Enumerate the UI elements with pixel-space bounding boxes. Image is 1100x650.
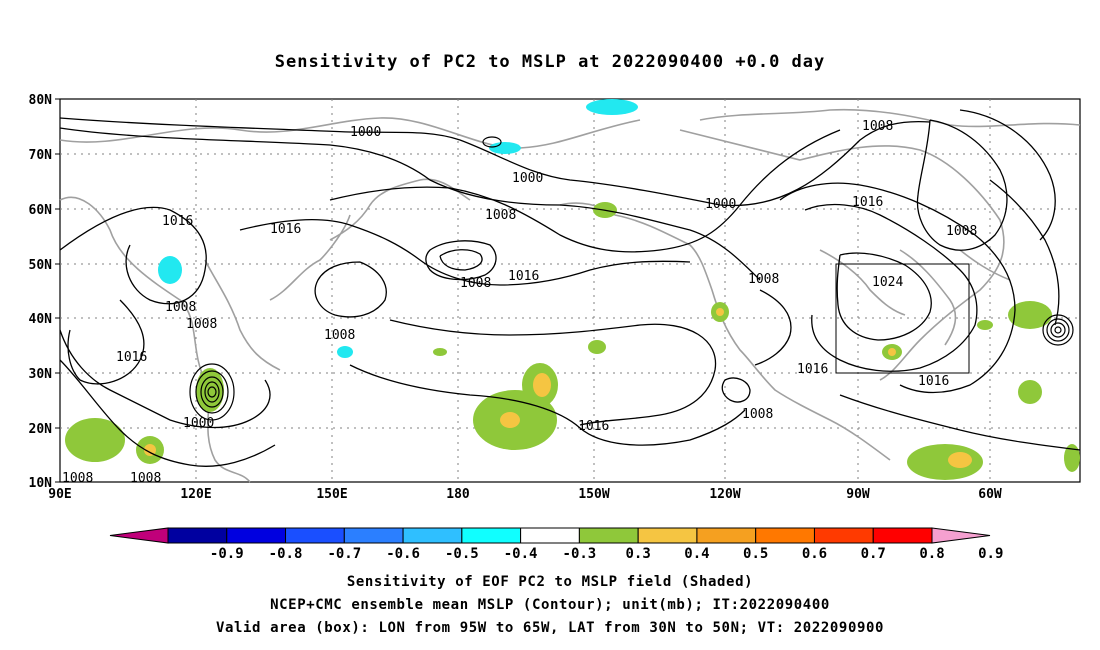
lat-tick: 10N <box>29 476 53 491</box>
lon-tick: 150W <box>578 487 609 502</box>
colorbar-swatch <box>813 527 874 544</box>
colorbar-tick-label: -0.8 <box>269 546 303 562</box>
contour-label: 1008 <box>324 328 355 343</box>
lat-tick-marks <box>55 98 60 483</box>
sensitivity-shading <box>65 99 1080 480</box>
grid-lines <box>60 99 1080 482</box>
colorbar-tick-label: -0.3 <box>563 546 597 562</box>
lat-tick: 80N <box>29 93 53 108</box>
lat-tick: 60N <box>29 203 53 218</box>
colorbar-tick-label: 0.7 <box>861 546 886 562</box>
contour-label: 1008 <box>186 317 217 332</box>
colorbar-swatch <box>637 527 698 544</box>
contour-label: 1016 <box>918 374 949 389</box>
colorbar-arrow-low <box>109 527 169 544</box>
lon-tick: 90E <box>48 487 71 502</box>
valid-area-box <box>835 263 970 374</box>
caption-contour: NCEP+CMC ensemble mean MSLP (Contour); u… <box>270 597 830 613</box>
lat-tick: 70N <box>29 148 53 163</box>
contour-label: 1000 <box>350 125 381 140</box>
contour-label: 1008 <box>862 119 893 134</box>
colorbar: -0.9 -0.8 -0.7 -0.6 -0.5 -0.4 -0.3 0.3 0.4 0.5 0.6… <box>109 527 1003 562</box>
lat-tick: 30N <box>29 367 53 382</box>
colorbar-tick-label: 0.9 <box>978 546 1003 562</box>
colorbar-swatch <box>578 527 639 544</box>
contour-label: 1008 <box>742 407 773 422</box>
colorbar-tick-label: -0.4 <box>504 546 538 562</box>
caption-shading: Sensitivity of EOF PC2 to MSLP field (Sh… <box>346 574 754 590</box>
chart-title: Sensitivity of PC2 to MSLP at 2022090400… <box>274 52 826 72</box>
colorbar-tick-label: -0.7 <box>327 546 361 562</box>
contour-label: 1000 <box>512 171 543 186</box>
contour-label: 1024 <box>872 275 903 290</box>
lon-tick: 60W <box>978 487 1002 502</box>
colorbar-tick-label: -0.5 <box>445 546 479 562</box>
colorbar-swatch <box>755 527 815 544</box>
colorbar-swatch <box>402 527 463 544</box>
colorbar-swatch <box>696 527 757 544</box>
contour-label: 1008 <box>130 471 161 486</box>
colorbar-arrow-high <box>931 527 991 544</box>
contour-label: 1016 <box>578 419 609 434</box>
colorbar-tick-label: 0.6 <box>802 546 827 562</box>
contour-label: 1016 <box>797 362 828 377</box>
map-frame <box>59 98 1081 483</box>
latitude-axis: 80N 70N 60N 50N 40N 30N 20N 10N <box>29 93 53 491</box>
mslp-contours <box>59 109 1081 467</box>
colorbar-tick-label: 0.4 <box>684 546 709 562</box>
low-pressure-center-west <box>189 363 235 421</box>
contour-label: 1016 <box>162 214 193 229</box>
colorbar-swatch <box>226 527 287 544</box>
contour-label: 1016 <box>116 350 147 365</box>
colorbar-tick-label: 0.3 <box>626 546 651 562</box>
colorbar-tick-label: -0.6 <box>386 546 420 562</box>
contour-label: 1008 <box>460 276 491 291</box>
lon-tick: 120W <box>709 487 740 502</box>
lon-tick: 120E <box>180 487 211 502</box>
colorbar-tick-label: 0.5 <box>743 546 768 562</box>
contour-label: 1016 <box>508 269 539 284</box>
lat-tick: 50N <box>29 258 53 273</box>
colorbar-swatch <box>461 527 522 544</box>
contour-label: 1000 <box>183 416 214 431</box>
lat-tick: 40N <box>29 312 53 327</box>
coastlines <box>59 108 1081 483</box>
contour-label: 1000 <box>705 197 736 212</box>
colorbar-swatch <box>167 527 228 544</box>
contour-labels: 1000 1000 1000 1008 1008 1016 1016 1008 … <box>62 119 977 486</box>
small-low-contour <box>482 136 502 148</box>
contour-label: 1008 <box>485 208 516 223</box>
colorbar-swatch <box>520 527 580 544</box>
lat-tick: 20N <box>29 422 53 437</box>
lon-tick: 150E <box>316 487 347 502</box>
low-pressure-center-east <box>1042 314 1074 346</box>
lon-tick: 90W <box>846 487 870 502</box>
lon-tick: 180 <box>446 487 470 502</box>
colorbar-swatch <box>872 527 933 544</box>
colorbar-tick-label: -0.9 <box>210 546 244 562</box>
colorbar-tick-label: 0.8 <box>919 546 944 562</box>
contour-label: 1008 <box>165 300 196 315</box>
contour-label: 1016 <box>852 195 883 210</box>
contour-label: 1008 <box>748 272 779 287</box>
colorbar-swatch <box>343 527 404 544</box>
contour-label: 1008 <box>946 224 977 239</box>
longitude-axis: 90E 120E 150E 180 150W 120W 90W 60W <box>48 487 1002 502</box>
contour-label: 1008 <box>62 471 93 486</box>
contour-label: 1016 <box>270 222 301 237</box>
colorbar-swatch <box>285 527 345 544</box>
caption-valid-area: Valid area (box): LON from 95W to 65W, L… <box>215 620 885 636</box>
